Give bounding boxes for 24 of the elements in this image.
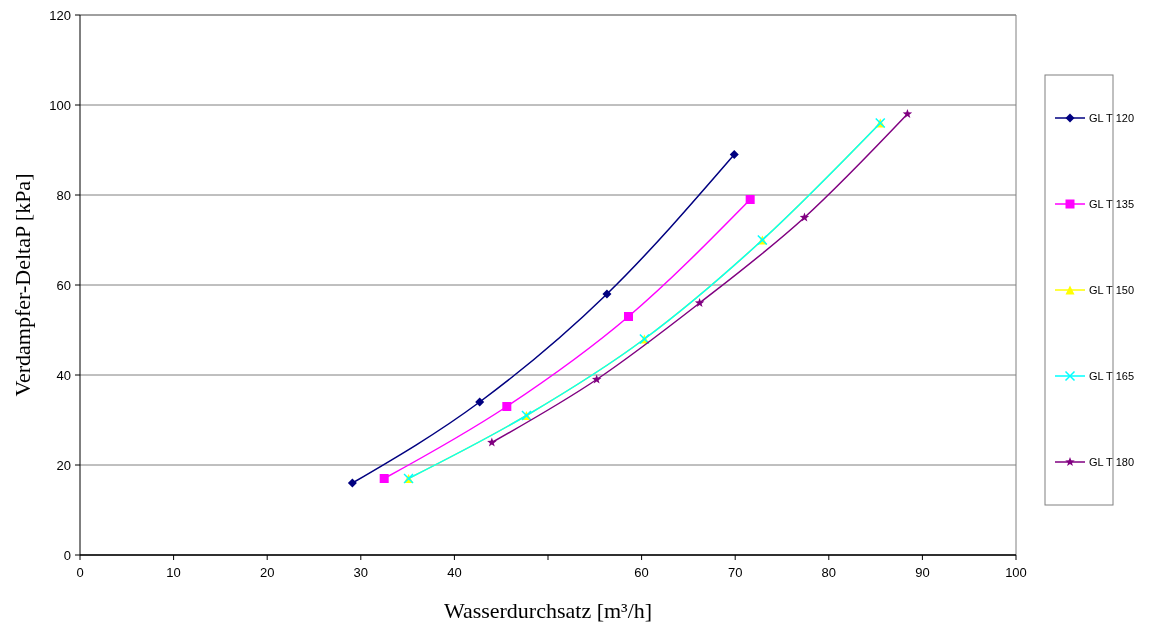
x-tick-label: 0 bbox=[76, 565, 84, 580]
x-tick-label: 40 bbox=[447, 565, 462, 580]
legend-label: GL T 180 bbox=[1089, 455, 1135, 468]
y-axis-title: Verdampfer-DeltaP [kPa] bbox=[10, 173, 35, 397]
x-axis-title: Wasserdurchsatz [m³/h] bbox=[443, 598, 653, 623]
x-tick-label: 30 bbox=[353, 565, 369, 580]
legend-label: GL T 120 bbox=[1089, 111, 1135, 124]
x-tick-label: 90 bbox=[915, 565, 930, 580]
y-tick-label: 0 bbox=[63, 547, 71, 563]
x-tick-label: 10 bbox=[166, 565, 181, 580]
x-tick-label: 100 bbox=[1005, 565, 1027, 580]
y-tick-label: 80 bbox=[56, 187, 71, 203]
x-tick-label: 60 bbox=[634, 565, 649, 580]
x-tick-label: 20 bbox=[259, 565, 275, 580]
legend-label: GL T 150 bbox=[1089, 283, 1135, 296]
legend-label: GL T 165 bbox=[1089, 369, 1135, 382]
y-tick-label: 100 bbox=[49, 97, 71, 113]
x-tick-label: 70 bbox=[727, 565, 743, 580]
legend-label: GL T 135 bbox=[1089, 197, 1135, 210]
y-tick-label: 20 bbox=[56, 457, 71, 473]
y-tick-label: 40 bbox=[56, 367, 71, 383]
y-tick-label: 120 bbox=[49, 7, 71, 23]
x-tick-label: 80 bbox=[821, 565, 837, 580]
y-tick-label: 60 bbox=[56, 277, 71, 293]
